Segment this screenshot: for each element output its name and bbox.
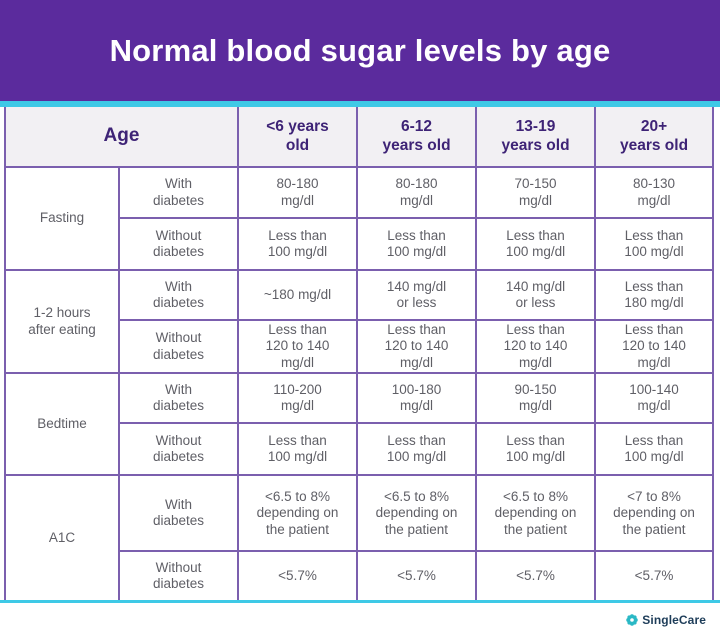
singlecare-logo-icon (626, 614, 639, 626)
cell-a1c-without-under6: <5.7% (237, 550, 358, 601)
row-label: With diabetes (118, 269, 239, 321)
cell-eating-without-20plus: Less than 120 to 140 mg/dl (594, 318, 714, 375)
singlecare-brand-text: SingleCare (642, 612, 706, 627)
cell-fasting-without-13-19: Less than 100 mg/dl (475, 217, 596, 271)
cell-fasting-with-20plus: 80-130 mg/dl (594, 166, 714, 219)
table-row: Without diabetes Less than 120 to 140 mg… (5, 318, 714, 375)
cell-a1c-with-20plus: <7 to 8% depending on the patient (594, 474, 714, 553)
cell-bedtime-with-6-12: 100-180 mg/dl (356, 372, 477, 425)
column-header-under-6: <6 years old (237, 107, 358, 167)
row-label: With diabetes (118, 166, 239, 219)
row-label: Without diabetes (118, 318, 239, 375)
cell-fasting-with-13-19: 70-150 mg/dl (475, 166, 596, 219)
cell-fasting-without-20plus: Less than 100 mg/dl (594, 217, 714, 271)
cell-eating-with-under6: ~180 mg/dl (237, 269, 358, 321)
cell-bedtime-without-20plus: Less than 100 mg/dl (594, 422, 714, 477)
page-title: Normal blood sugar levels by age (109, 32, 611, 68)
cell-eating-with-13-19: 140 mg/dl or less (475, 269, 596, 321)
cell-a1c-without-13-19: <5.7% (475, 550, 596, 601)
cell-fasting-without-6-12: Less than 100 mg/dl (356, 217, 477, 271)
category-bedtime: Bedtime (4, 372, 120, 477)
row-label: Without diabetes (118, 217, 239, 271)
cell-eating-with-6-12: 140 mg/dl or less (356, 269, 477, 321)
cell-a1c-with-6-12: <6.5 to 8% depending on the patient (356, 474, 477, 553)
cell-bedtime-with-20plus: 100-140 mg/dl (594, 372, 714, 425)
column-header-13-19: 13-19 years old (475, 107, 596, 167)
cell-eating-without-under6: Less than 120 to 140 mg/dl (237, 318, 358, 375)
cell-fasting-with-6-12: 80-180 mg/dl (356, 166, 477, 219)
table-row: Without diabetes <5.7% <5.7% <5.7% <5.7% (5, 550, 714, 601)
column-header-20-plus: 20+ years old (594, 107, 714, 167)
cell-fasting-without-under6: Less than 100 mg/dl (237, 217, 358, 271)
table-row: Bedtime With diabetes 110-200 mg/dl 100-… (4, 372, 714, 477)
cell-bedtime-without-6-12: Less than 100 mg/dl (356, 422, 477, 477)
top-accent-divider (0, 101, 720, 107)
cell-eating-with-20plus: Less than 180 mg/dl (594, 269, 714, 321)
row-label: With diabetes (118, 474, 239, 553)
cell-a1c-with-under6: <6.5 to 8% depending on the patient (237, 474, 358, 553)
cell-bedtime-with-13-19: 90-150 mg/dl (475, 372, 596, 425)
cell-eating-without-6-12: Less than 120 to 140 mg/dl (356, 318, 477, 375)
table-row: A1C With diabetes <6.5 to 8% depending o… (4, 474, 714, 601)
column-header-6-12: 6-12 years old (356, 107, 477, 167)
cell-bedtime-with-under6: 110-200 mg/dl (237, 372, 358, 425)
row-label: Without diabetes (118, 422, 239, 477)
table-header-row: Age <6 years old 6-12 years old 13-19 ye… (4, 107, 714, 167)
cell-eating-without-13-19: Less than 120 to 140 mg/dl (475, 318, 596, 375)
category-fasting: Fasting (4, 166, 120, 271)
table-row: Without diabetes Less than 100 mg/dl Les… (5, 217, 714, 271)
row-label: Without diabetes (118, 550, 239, 601)
cell-a1c-without-20plus: <5.7% (594, 550, 714, 601)
category-after-eating: 1-2 hours after eating (4, 268, 120, 375)
age-header-cell: Age (4, 107, 239, 167)
cell-fasting-with-under6: 80-180 mg/dl (237, 166, 358, 219)
cell-a1c-with-13-19: <6.5 to 8% depending on the patient (475, 474, 596, 553)
cell-bedtime-without-13-19: Less than 100 mg/dl (475, 422, 596, 477)
table-row: Without diabetes Less than 100 mg/dl Les… (5, 422, 714, 477)
category-a1c: A1C (4, 474, 120, 601)
row-label: With diabetes (118, 372, 239, 425)
title-banner: Normal blood sugar levels by age (0, 0, 720, 101)
table-row: Fasting With diabetes 80-180 mg/dl 80-18… (4, 166, 714, 271)
blood-sugar-table: Age <6 years old 6-12 years old 13-19 ye… (4, 107, 714, 601)
table-row: 1-2 hours after eating With diabetes ~18… (4, 268, 714, 375)
bottom-accent-divider (0, 600, 720, 604)
footer: SingleCare (0, 603, 720, 636)
cell-a1c-without-6-12: <5.7% (356, 550, 477, 601)
cell-bedtime-without-under6: Less than 100 mg/dl (237, 422, 358, 477)
